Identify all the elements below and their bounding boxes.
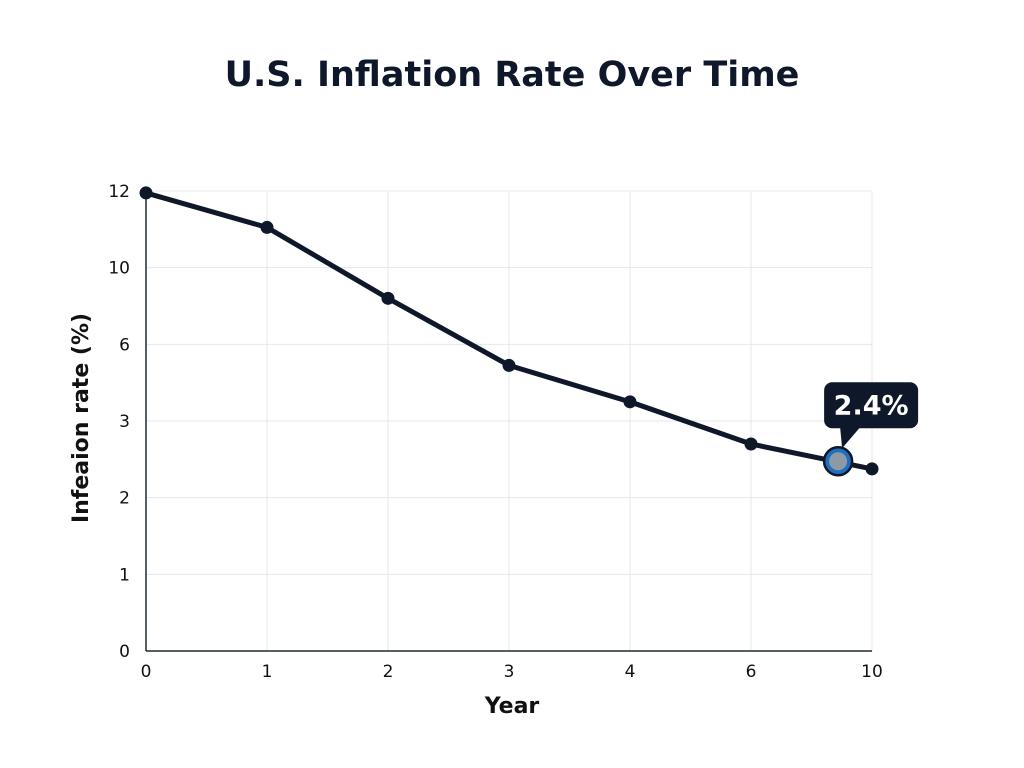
data-point[interactable] — [744, 437, 758, 451]
x-axis-label: Year — [484, 694, 540, 719]
highlight-marker-center — [829, 452, 848, 471]
callout-label: 2.4% — [834, 390, 909, 421]
data-point[interactable] — [139, 186, 153, 200]
x-tick-label: 6 — [746, 662, 757, 682]
y-tick-label: 3 — [119, 412, 130, 432]
y-tick-label: 2 — [119, 489, 130, 509]
data-point[interactable] — [381, 291, 395, 305]
x-tick-label: 3 — [504, 662, 515, 682]
x-tick-label: 10 — [861, 662, 883, 682]
y-tick-label: 12 — [108, 182, 130, 202]
x-tick-label: 0 — [141, 662, 152, 682]
callout-box — [824, 382, 919, 429]
y-axis-label: Infeaion rate (%) — [69, 313, 94, 523]
grid — [146, 190, 873, 651]
axes — [145, 191, 872, 652]
data-point[interactable] — [260, 220, 274, 234]
data-point[interactable] — [502, 358, 516, 372]
highlight-group: 2.4% — [822, 382, 919, 477]
callout-pointer — [840, 427, 861, 449]
y-tick-label: 10 — [108, 259, 130, 279]
y-tick-label: 1 — [119, 565, 130, 585]
data-point[interactable] — [623, 395, 637, 409]
x-tick-label: 2 — [383, 662, 394, 682]
x-tick-label: 4 — [625, 662, 636, 682]
x-tick-label: 1 — [262, 662, 273, 682]
y-tick-label: 6 — [119, 335, 130, 355]
data-point[interactable] — [865, 462, 879, 476]
chart-title: U.S. Inflation Rate Over Time — [225, 55, 800, 95]
y-tick-label: 0 — [119, 642, 130, 662]
series — [139, 186, 879, 476]
